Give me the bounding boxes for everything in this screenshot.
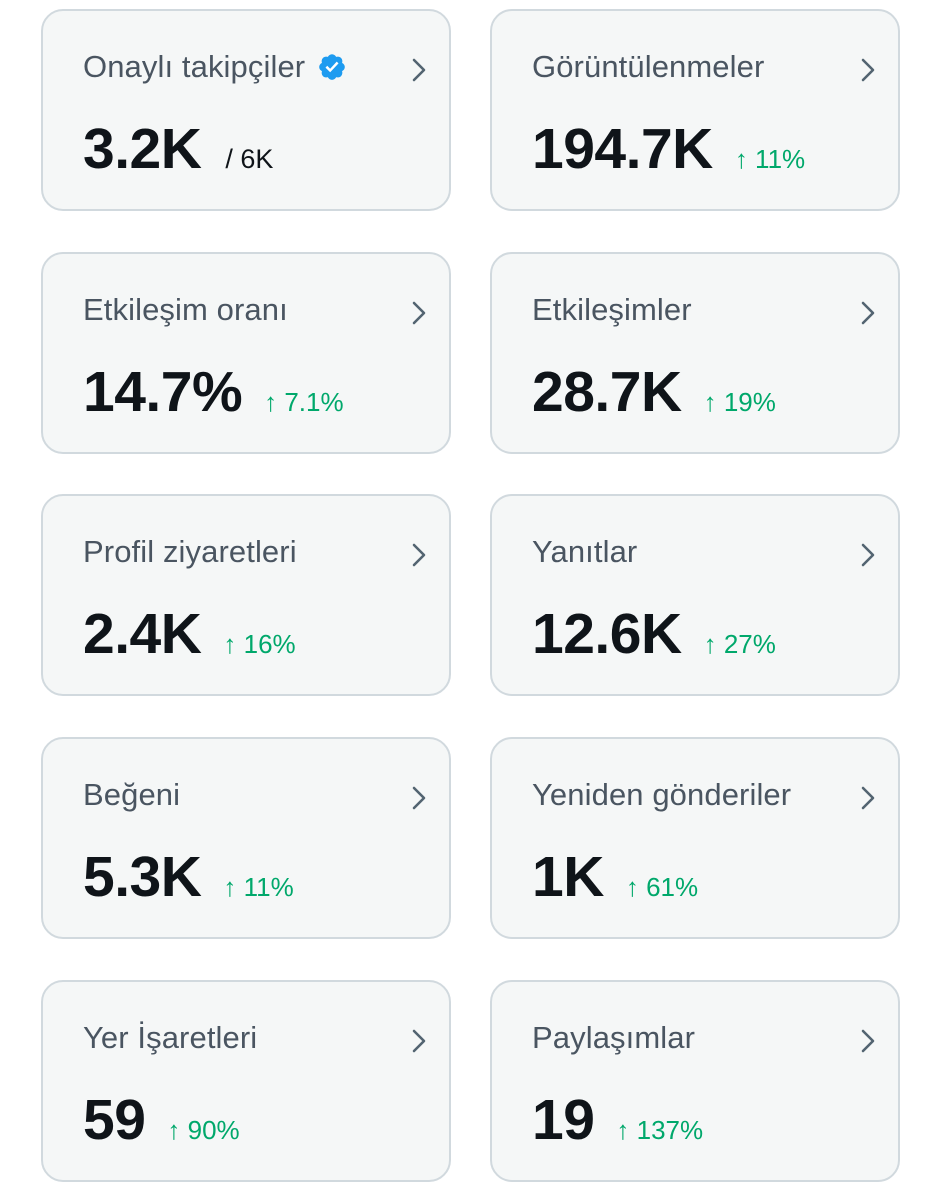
card-label: Yanıtlar: [532, 534, 638, 569]
chevron-right-icon[interactable]: [407, 783, 431, 813]
card-label: Görüntülenmeler: [532, 49, 765, 84]
card-value: 28.7K: [532, 360, 682, 424]
chevron-right-icon[interactable]: [407, 298, 431, 328]
card-label: Onaylı takipçiler: [83, 49, 306, 84]
card-label: Etkileşimler: [532, 292, 692, 327]
card-change: ↑ 27%: [703, 629, 776, 659]
chevron-right-icon[interactable]: [856, 540, 880, 570]
card-label: Beğeni: [83, 777, 181, 812]
card-value: 5.3K: [83, 845, 202, 909]
card-label: Yeniden gönderiler: [532, 777, 792, 812]
card-verified-followers[interactable]: Onaylı takipçiler 3.2K / 6K: [41, 9, 451, 211]
card-change: ↑ 11%: [223, 872, 294, 902]
card-replies[interactable]: Yanıtlar 12.6K ↑ 27%: [490, 494, 900, 696]
card-value: 2.4K: [83, 602, 202, 666]
card-label: Etkileşim oranı: [83, 292, 288, 327]
card-label: Paylaşımlar: [532, 1020, 696, 1055]
card-change: ↑ 61%: [625, 872, 699, 902]
card-value: 14.7%: [83, 360, 243, 424]
chevron-right-icon[interactable]: [856, 55, 880, 85]
chevron-right-icon[interactable]: [407, 1026, 431, 1056]
card-change: ↑ 16%: [223, 629, 296, 659]
chevron-right-icon[interactable]: [856, 1026, 880, 1056]
chevron-right-icon[interactable]: [407, 540, 431, 570]
card-value: 3.2K: [83, 117, 202, 181]
card-change: ↑ 11%: [734, 144, 806, 174]
card-value: 59: [83, 1088, 146, 1152]
chevron-right-icon[interactable]: [856, 298, 880, 328]
verified-badge-icon: [319, 54, 346, 80]
card-likes[interactable]: Beğeni 5.3K ↑ 11%: [41, 737, 451, 939]
card-value: 1K: [532, 845, 604, 909]
chevron-right-icon[interactable]: [856, 783, 880, 813]
card-change: ↑ 7.1%: [264, 387, 344, 417]
card-engagement-rate[interactable]: Etkileşim oranı 14.7% ↑ 7.1%: [41, 252, 451, 454]
card-engagements[interactable]: Etkileşimler 28.7K ↑ 19%: [490, 252, 900, 454]
card-value: 194.7K: [532, 117, 713, 181]
card-bookmarks[interactable]: Yer İşaretleri 59 ↑ 90%: [41, 980, 451, 1182]
card-label: Yer İşaretleri: [83, 1020, 258, 1055]
card-shares[interactable]: Paylaşımlar 19 ↑ 137%: [490, 980, 900, 1182]
card-reposts[interactable]: Yeniden gönderiler 1K ↑ 61%: [490, 737, 900, 939]
card-change: ↑ 90%: [167, 1115, 240, 1145]
card-change: ↑ 19%: [703, 387, 776, 417]
card-impressions[interactable]: Görüntülenmeler 194.7K ↑ 11%: [490, 9, 900, 211]
card-value: 12.6K: [532, 602, 682, 666]
chevron-right-icon[interactable]: [407, 55, 431, 85]
card-total: / 6K: [225, 144, 274, 174]
card-change: ↑ 137%: [616, 1115, 704, 1145]
card-value: 19: [532, 1088, 595, 1152]
card-label: Profil ziyaretleri: [83, 534, 297, 569]
card-profile-visits[interactable]: Profil ziyaretleri 2.4K ↑ 16%: [41, 494, 451, 696]
